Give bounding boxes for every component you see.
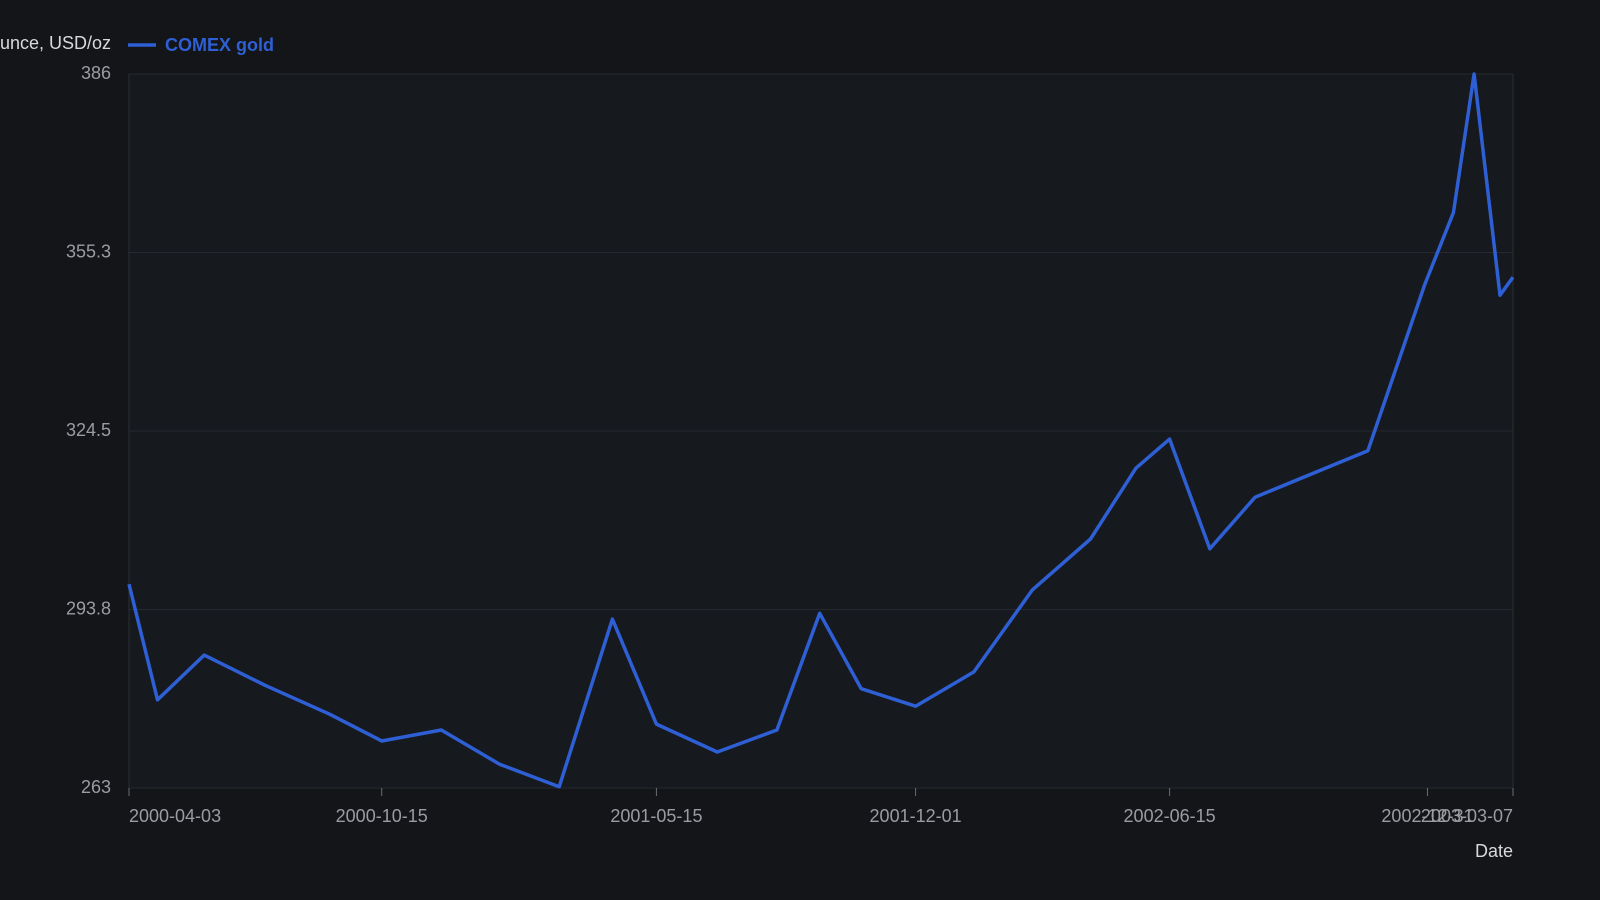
y-tick-label: 386	[81, 63, 111, 83]
y-tick-label: 293.8	[66, 598, 111, 618]
x-tick-label: 2001-05-15	[610, 806, 702, 826]
x-axis-label: Date	[1475, 841, 1513, 861]
x-tick-label: 2002-12-31	[1381, 806, 1473, 826]
y-tick-label: 324.5	[66, 420, 111, 440]
x-tick-label: 2001-12-01	[870, 806, 962, 826]
y-tick-label: 355.3	[66, 241, 111, 261]
x-tick-label: 2000-04-03	[129, 806, 221, 826]
x-tick-label: 2000-10-15	[336, 806, 428, 826]
y-axis-label: unce, USD/oz	[0, 33, 111, 53]
x-tick-label: 2003-03-07	[1421, 806, 1513, 826]
x-tick-label: 2002-06-15	[1124, 806, 1216, 826]
y-tick-label: 263	[81, 777, 111, 797]
price-line	[127, 72, 1515, 789]
legend-label: COMEX gold	[165, 35, 274, 55]
